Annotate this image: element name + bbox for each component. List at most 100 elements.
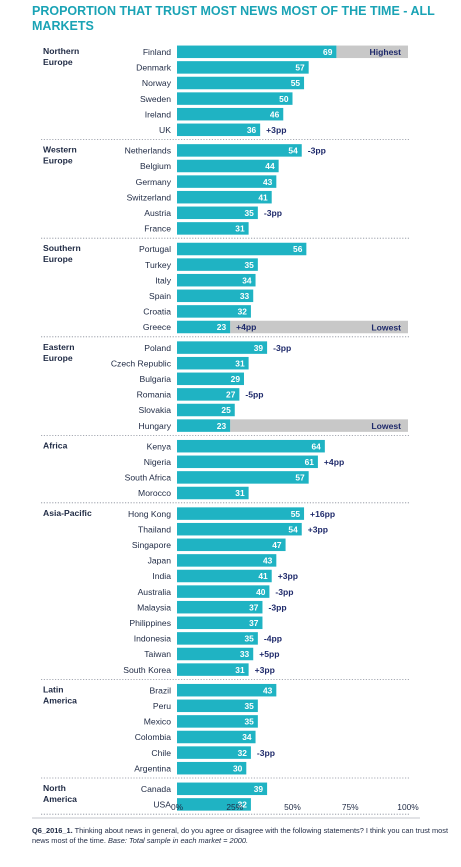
value-label: 29 [231,374,241,384]
bar [177,92,293,105]
bar [177,761,247,775]
country-label: UK [159,125,171,135]
highlight-band [336,45,408,59]
country-label: Australia [138,587,172,597]
bar [177,222,249,235]
bar [177,600,263,614]
bar [177,419,231,432]
change-label: +4pp [236,322,256,332]
bar [177,388,240,401]
country-label: Austria [144,208,171,218]
value-label: 41 [258,571,268,581]
bar [177,683,277,697]
bar [177,647,254,661]
bar [177,76,305,90]
change-label: +5pp [259,649,279,659]
change-label: -3pp [268,602,286,612]
highlight-label: Highest [369,47,401,57]
country-label: Colombia [135,732,172,742]
country-label: Taiwan [144,649,171,659]
highlight-label: Lowest [371,421,401,431]
country-label: Italy [155,275,171,285]
bar [177,507,305,520]
country-label: Portugal [139,244,171,254]
value-label: 39 [254,343,264,353]
bar [177,258,258,271]
country-label: Finland [143,47,171,57]
country-label: Singapore [132,540,171,550]
group-label: Southern Europe [43,243,81,264]
x-tick-label: 25% [226,802,243,812]
x-tick-label: 75% [342,802,359,812]
value-label: 57 [295,63,305,73]
value-label: 40 [256,587,266,597]
value-label: 44 [265,161,275,171]
value-label: 37 [249,618,259,628]
bar [177,190,272,204]
change-label: -3pp [264,208,282,218]
bar [177,61,309,74]
change-label: -3pp [275,587,293,597]
group-label: Asia-Pacific [43,508,92,518]
bar [177,107,284,121]
value-label: 43 [263,177,273,187]
bar [177,305,251,318]
country-label: USA [153,800,171,810]
value-label: 35 [245,208,255,218]
bar [177,554,277,567]
value-label: 35 [245,717,255,727]
bar [177,341,268,354]
country-label: Hungary [139,421,172,431]
value-label: 46 [270,109,280,119]
country-label: India [152,571,171,581]
country-label: Morocco [138,488,171,498]
bar [177,159,279,173]
bar [177,798,251,811]
footnote-code: Q6_2016_1. [32,826,73,835]
x-tick-label: 0% [171,802,184,812]
bar [177,175,277,188]
country-label: Thailand [138,524,171,534]
value-label: 35 [245,634,255,644]
value-label: 31 [235,358,245,368]
bar [177,144,302,157]
country-label: Bulgaria [139,374,171,384]
bar [177,242,307,256]
bar [177,522,302,536]
bar [177,320,231,334]
change-label: -4pp [264,634,282,644]
group-label: North America [43,783,77,804]
value-label: 43 [263,556,273,566]
value-label: 32 [238,800,248,810]
country-label: Poland [144,343,171,353]
value-label: 41 [258,192,268,202]
value-label: 31 [235,224,245,234]
change-label: -3pp [257,748,275,758]
country-label: Norway [142,78,172,88]
value-label: 32 [238,748,248,758]
group-label: Northern Europe [43,46,79,67]
bar [177,538,286,552]
country-label: Slovakia [139,405,172,415]
change-label: +3pp [255,665,275,675]
group-label: Africa [43,440,68,450]
footnote-base: Base: Total sample in each market = 2000… [108,836,249,845]
bar [177,455,318,469]
bar [177,471,309,484]
group-label: Western Europe [43,145,77,166]
country-label: South Africa [125,473,172,483]
country-label: Romania [137,390,172,400]
value-label: 39 [254,784,264,794]
value-label: 37 [249,602,259,612]
change-label: +3pp [308,524,328,534]
country-label: Denmark [136,63,172,73]
country-label: Brazil [150,685,172,695]
bar [177,782,268,796]
highlight-band [230,419,408,432]
bar [177,585,270,598]
value-label: 31 [235,665,245,675]
bar [177,45,337,59]
value-label: 47 [272,540,282,550]
bar [177,123,261,137]
